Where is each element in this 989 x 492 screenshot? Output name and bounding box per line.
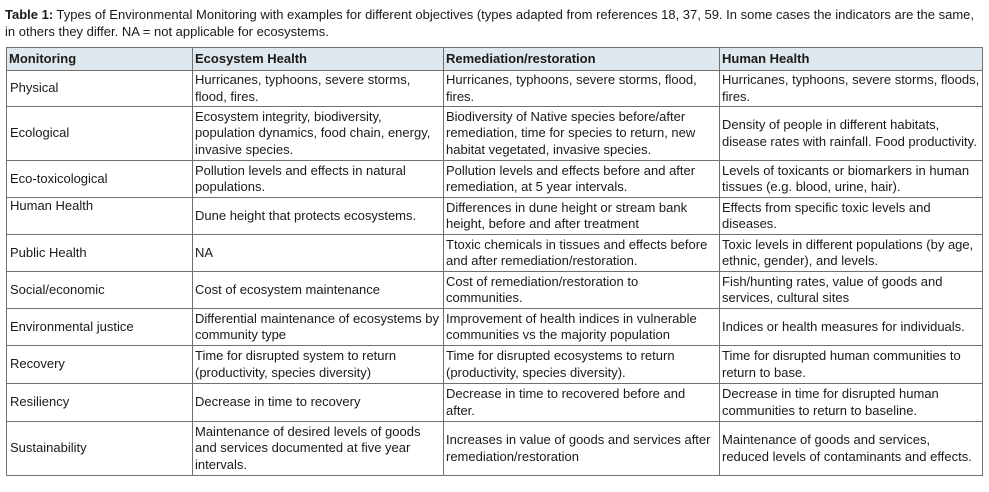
table-cell: Ecosystem integrity, biodiversity, popul… — [192, 106, 444, 161]
table-cell: Hurricanes, typhoons, severe storms, flo… — [443, 70, 720, 107]
row-label: Ecological — [6, 106, 193, 161]
table-cell: Levels of toxicants or biomarkers in hum… — [719, 160, 983, 198]
header-row: Monitoring Ecosystem Health Remediation/… — [6, 47, 983, 71]
table-cell: Effects from specific toxic levels and d… — [719, 197, 983, 235]
environmental-monitoring-table: Monitoring Ecosystem Health Remediation/… — [6, 47, 983, 476]
header-human-health: Human Health — [719, 47, 983, 71]
row-label: Human Health — [6, 197, 193, 235]
table-row: Social/economic Cost of ecosystem mainte… — [6, 271, 983, 309]
row-label: Physical — [6, 70, 193, 107]
caption-label: Table 1: — [5, 7, 54, 22]
caption-text: Types of Environmental Monitoring with e… — [5, 7, 975, 39]
table-cell: Increases in value of goods and services… — [443, 421, 720, 476]
table-row: Public Health NA Ttoxic chemicals in tis… — [6, 234, 983, 272]
table-cell: Pollution levels and effects before and … — [443, 160, 720, 198]
table-cell: Density of people in different habitats,… — [719, 106, 983, 161]
table-caption: Table 1: Types of Environmental Monitori… — [5, 6, 985, 40]
table-cell: Maintenance of desired levels of goods a… — [192, 421, 444, 476]
row-label: Social/economic — [6, 271, 193, 309]
table-cell: Time for disrupted human communities to … — [719, 345, 983, 384]
table-row: Environmental justice Differential maint… — [6, 308, 983, 346]
table-cell: Differences in dune height or stream ban… — [443, 197, 720, 235]
table-row: Human Health Dune height that protects e… — [6, 197, 983, 235]
table-cell: Hurricanes, typhoons, severe storms, flo… — [192, 70, 444, 107]
table-row: Ecological Ecosystem integrity, biodiver… — [6, 106, 983, 161]
table-cell: Maintenance of goods and services, reduc… — [719, 421, 983, 476]
table-cell: Time for disrupted system to return (pro… — [192, 345, 444, 384]
table-row: Eco-toxicological Pollution levels and e… — [6, 160, 983, 198]
table-cell: Pollution levels and effects in natural … — [192, 160, 444, 198]
table-row: Sustainability Maintenance of desired le… — [6, 421, 983, 476]
table-cell: NA — [192, 234, 444, 272]
table-cell: Decrease in time to recovery — [192, 383, 444, 422]
row-label: Public Health — [6, 234, 193, 272]
table-row: Resiliency Decrease in time to recovery … — [6, 383, 983, 422]
row-label: Environmental justice — [6, 308, 193, 346]
table-cell: Decrease in time to recovered before and… — [443, 383, 720, 422]
row-label: Eco-toxicological — [6, 160, 193, 198]
table-cell: Differential maintenance of ecosystems b… — [192, 308, 444, 346]
header-remediation-restoration: Remediation/restoration — [443, 47, 720, 71]
table-cell: Cost of remediation/restoration to commu… — [443, 271, 720, 309]
table-cell: Dune height that protects ecosystems. — [192, 197, 444, 235]
header-ecosystem-health: Ecosystem Health — [192, 47, 444, 71]
table-cell: Ttoxic chemicals in tissues and effects … — [443, 234, 720, 272]
table-cell: Indices or health measures for individua… — [719, 308, 983, 346]
table-cell: Time for disrupted ecosystems to return … — [443, 345, 720, 384]
table-cell: Decrease in time for disrupted human com… — [719, 383, 983, 422]
table-cell: Improvement of health indices in vulnera… — [443, 308, 720, 346]
row-label: Resiliency — [6, 383, 193, 422]
table-cell: Toxic levels in different populations (b… — [719, 234, 983, 272]
table-cell: Biodiversity of Native species before/af… — [443, 106, 720, 161]
row-label: Sustainability — [6, 421, 193, 476]
header-monitoring: Monitoring — [6, 47, 193, 71]
table-cell: Fish/hunting rates, value of goods and s… — [719, 271, 983, 309]
table-cell: Hurricanes, typhoons, severe storms, flo… — [719, 70, 983, 107]
table-row: Physical Hurricanes, typhoons, severe st… — [6, 70, 983, 107]
row-label: Recovery — [6, 345, 193, 384]
table-row: Recovery Time for disrupted system to re… — [6, 345, 983, 384]
table-cell: Cost of ecosystem maintenance — [192, 271, 444, 309]
